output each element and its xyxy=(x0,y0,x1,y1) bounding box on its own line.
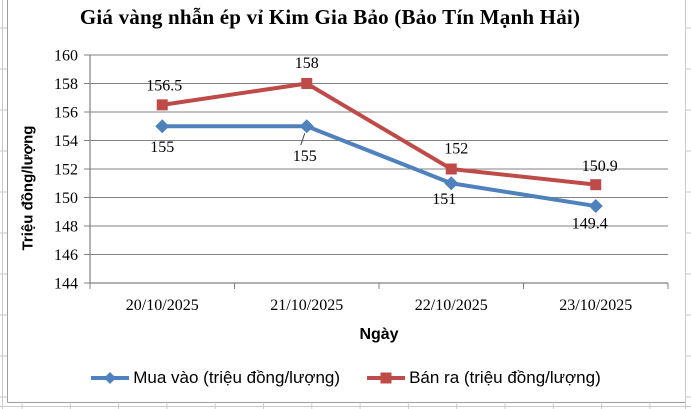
x-tick-label: 23/10/2025 xyxy=(559,297,632,314)
y-tick-label: 158 xyxy=(54,76,78,93)
data-label: 156.5 xyxy=(146,77,182,94)
y-tick-label: 152 xyxy=(54,162,78,179)
data-point-marker[interactable] xyxy=(299,119,314,134)
legend: Mua vào (triệu đồng/lượng) Bán ra (triệu… xyxy=(0,368,691,388)
x-tick-label: 22/10/2025 xyxy=(415,297,488,314)
data-point-marker[interactable] xyxy=(155,119,170,134)
x-axis-title: Ngày xyxy=(359,326,399,343)
sell-series-swatch-icon xyxy=(367,372,406,384)
x-tick-label: 21/10/2025 xyxy=(270,297,343,314)
y-tick-label: 160 xyxy=(54,48,78,65)
y-tick-label: 144 xyxy=(54,276,78,293)
legend-label-mua-vao: Mua vào (triệu đồng/lượng) xyxy=(133,368,341,387)
legend-item-mua-vao[interactable]: Mua vào (triệu đồng/lượng) xyxy=(90,368,340,388)
chart-title: Giá vàng nhẫn ép vỉ Kim Gia Bảo (Bảo Tín… xyxy=(79,5,581,29)
data-label: 155 xyxy=(293,148,317,165)
data-label: 150.9 xyxy=(582,158,618,175)
x-tick-label: 20/10/2025 xyxy=(126,297,199,314)
data-label: 158 xyxy=(295,55,319,72)
y-tick-label: 154 xyxy=(54,133,78,150)
y-tick-label: 156 xyxy=(54,105,78,122)
data-label: 155 xyxy=(150,139,174,156)
legend-item-ban-ra[interactable]: Bán ra (triệu đồng/lượng) xyxy=(366,368,601,388)
series-line-ban-ra xyxy=(160,81,598,187)
data-point-marker[interactable] xyxy=(156,99,168,111)
y-tick-label: 146 xyxy=(54,247,78,264)
data-point-marker[interactable] xyxy=(590,179,602,191)
series-line-mua-vao xyxy=(160,124,598,209)
buy-series-swatch-icon xyxy=(91,372,130,384)
data-label: 152 xyxy=(444,141,468,158)
data-point-marker[interactable] xyxy=(588,199,603,214)
y-tick-label: 148 xyxy=(54,219,78,236)
data-label: 149.4 xyxy=(572,216,608,233)
data-label: 151 xyxy=(432,191,456,208)
data-point-marker[interactable] xyxy=(445,163,457,175)
y-axis-title: Triệu đồng/lượng xyxy=(19,125,37,251)
data-point-marker[interactable] xyxy=(444,176,459,191)
label-leader-line xyxy=(300,133,306,146)
data-point-marker[interactable] xyxy=(301,78,313,89)
legend-label-ban-ra: Bán ra (triệu đồng/lượng) xyxy=(409,368,601,387)
y-tick-label: 150 xyxy=(54,190,78,207)
